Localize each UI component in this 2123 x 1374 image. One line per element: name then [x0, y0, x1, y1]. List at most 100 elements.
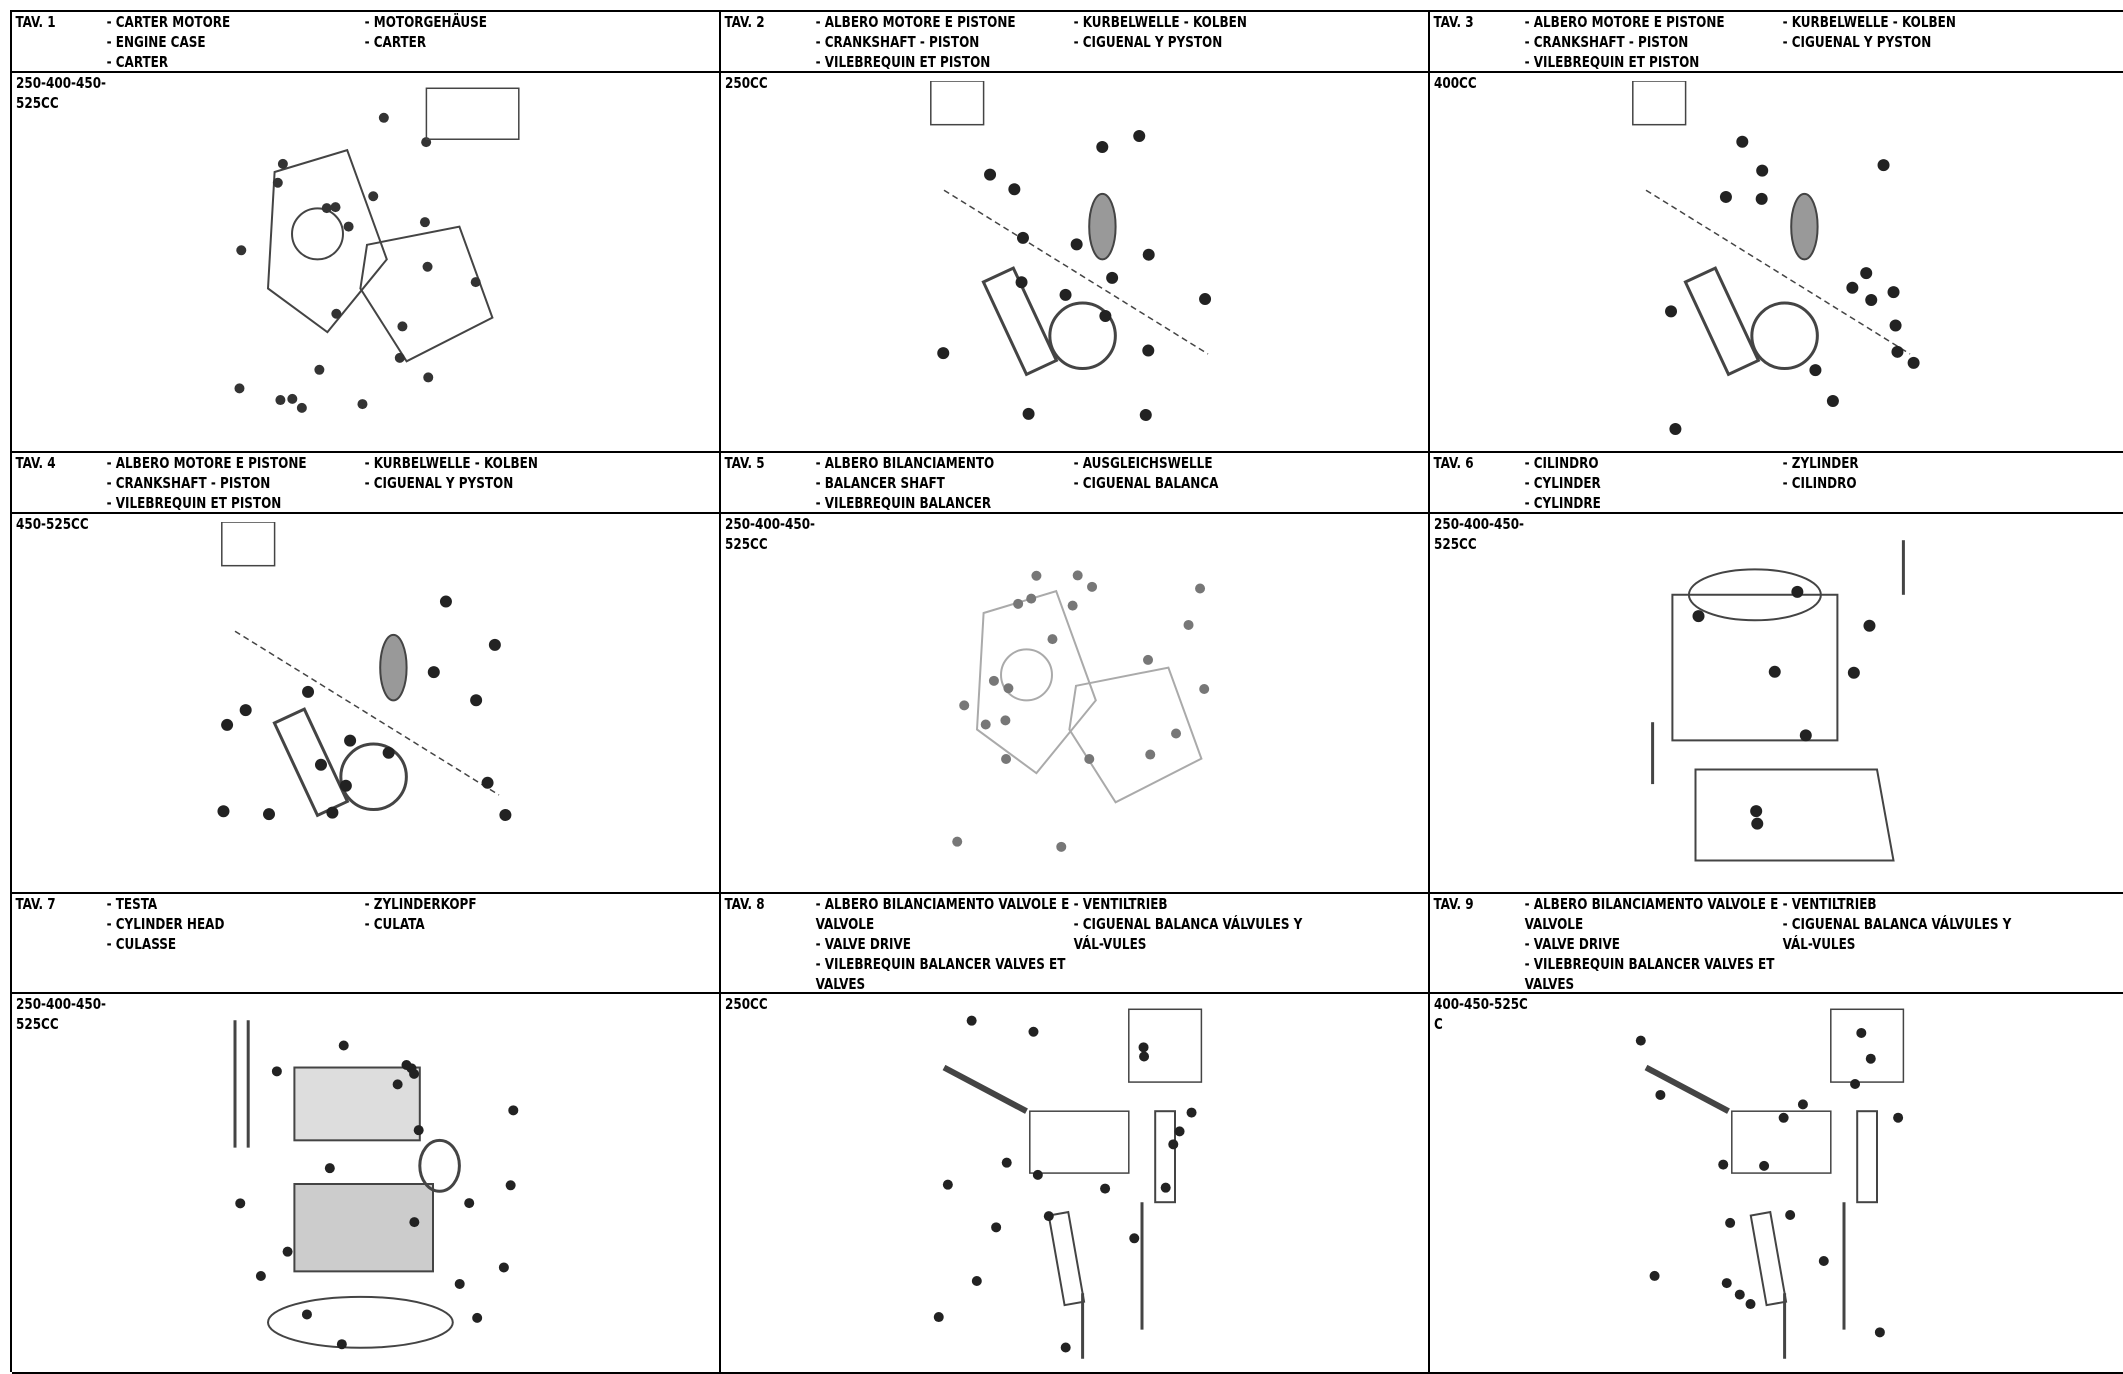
callout-dot	[1183, 619, 1194, 630]
callout-dot	[1778, 1112, 1789, 1123]
case-half-right	[358, 225, 494, 363]
callout-dot	[1072, 570, 1083, 581]
callout-dot	[1864, 293, 1877, 306]
callout-dot	[1002, 683, 1013, 694]
title-line: - CIGUENAL Y PYSTON	[1782, 33, 1932, 51]
callout-dot	[933, 1312, 944, 1323]
title-line: - CIGUENAL BALANCA VÁLVULES Y VÁL-VULES	[1073, 915, 1303, 953]
crank-web	[1749, 301, 1819, 371]
title-line: - ZYLINDERKOPF	[364, 895, 477, 913]
callout-dot	[1128, 1233, 1139, 1244]
callout-dot	[1874, 1327, 1885, 1338]
callout-dot	[1032, 1169, 1043, 1180]
callout-dot	[413, 1125, 424, 1136]
cylinder-exploded-view	[1613, 522, 1943, 886]
callout-dot	[324, 1163, 335, 1174]
callout-dot	[1649, 1270, 1660, 1281]
callout-dot	[234, 1198, 245, 1209]
balancer-shaft-exploded-view	[911, 522, 1241, 886]
callout-dot	[1000, 754, 1011, 765]
panel-body: 250-400-450-525CC	[12, 73, 721, 453]
displacement-label: 400CC	[1434, 74, 1477, 92]
callout-dot	[439, 595, 452, 608]
title-line: - ZYLINDER	[1782, 454, 1859, 472]
panel-body: 250CC	[721, 73, 1430, 453]
callout-dot	[314, 758, 327, 771]
callout-dot	[951, 836, 962, 847]
title-column-de-es: - KURBELWELLE - KOLBEN - CIGUENAL Y PYSTO…	[1074, 12, 1336, 52]
callout-dot	[427, 666, 440, 679]
callout-dot	[1022, 407, 1035, 420]
callout-dot	[1845, 281, 1858, 294]
callout-dot	[1015, 276, 1028, 289]
valve-cover	[292, 1066, 421, 1142]
title-line: - CULATA	[364, 915, 425, 933]
rocker-box	[1829, 1008, 1904, 1083]
callout-dot	[498, 1262, 509, 1273]
callout-dot	[394, 352, 405, 363]
callout-dot	[235, 245, 246, 256]
callout-dot	[983, 168, 996, 181]
callout-dot	[1144, 749, 1155, 760]
callout-dot	[239, 704, 252, 717]
assembly-axis	[1645, 189, 1910, 355]
table-number: TAV. 3	[1433, 13, 1474, 31]
valve-spring	[1855, 1110, 1878, 1204]
title-line: - KURBELWELLE - KOLBEN	[1782, 13, 1956, 31]
panel-header: TAV. 9 - ALBERO BILANCIAMENTO VALVOLE E V…	[1430, 894, 2123, 994]
callout-dot	[1007, 183, 1020, 196]
panel-body: 250-400-450-525CC	[1430, 514, 2123, 894]
assembly-axis	[943, 189, 1208, 355]
title-column-de-es: - MOTORGEHÄUSE - CARTER	[365, 12, 627, 52]
title-line: - VALVE DRIVE	[815, 935, 911, 953]
title-column-it-en-fr: - ALBERO MOTORE E PISTONE - CRANKSHAFT - …	[107, 453, 369, 513]
callout-dot	[321, 203, 332, 214]
title-line: - CARTER	[364, 33, 427, 51]
panel-header-text: TAV. 3 - ALBERO MOTORE E PISTONE - CRANKSH…	[1430, 12, 2123, 73]
callout-dot	[1847, 666, 1860, 679]
callout-dot	[1016, 231, 1029, 244]
callout-dot	[277, 158, 288, 169]
valve-drive-exploded-view	[911, 1002, 1241, 1366]
cam-box	[1028, 1110, 1130, 1174]
valve-spring	[1153, 1110, 1176, 1204]
callout-dot	[1027, 1026, 1038, 1037]
callout-dot	[382, 746, 395, 759]
callout-dot	[1755, 164, 1768, 177]
panel-header: TAV. 6 - CILINDRO - CYLINDER - CYLINDRE - ZY…	[1430, 453, 2123, 514]
callout-dot	[1025, 593, 1036, 604]
callout-dot	[338, 1040, 349, 1051]
panel-body: 400CC	[1430, 73, 2123, 453]
callout-dot	[1849, 1079, 1860, 1090]
callout-dot	[233, 383, 244, 394]
intake-boot	[417, 1138, 461, 1193]
title-line: - CARTER MOTORE	[106, 13, 231, 31]
callout-dot	[325, 806, 338, 819]
callout-dot	[1818, 1256, 1829, 1267]
title-line: - AUSGLEICHSWELLE	[1073, 454, 1213, 472]
callout-dot	[1012, 598, 1023, 609]
callout-dot	[1745, 1299, 1756, 1310]
crank-web	[338, 742, 408, 812]
callout-dot	[1654, 1089, 1665, 1100]
callout-dot	[1724, 1217, 1735, 1228]
callout-dot	[999, 715, 1010, 726]
bearing-bore	[290, 207, 344, 261]
callout-dot	[330, 202, 341, 213]
callout-dot	[220, 718, 233, 731]
callout-dot	[255, 1270, 266, 1281]
callout-dot	[272, 177, 283, 188]
callout-dot	[1138, 1051, 1149, 1062]
panel-header: TAV. 7 - TESTA - CYLINDER HEAD - CULASSE - Z…	[12, 894, 721, 994]
title-line: - CRANKSHAFT - PISTON	[815, 33, 980, 51]
table-number: TAV. 7	[15, 895, 56, 913]
callout-dot	[1030, 570, 1041, 581]
callout-dot	[1862, 619, 1875, 632]
callout-dot	[1098, 310, 1111, 323]
title-line: - MOTORGEHÄUSE	[364, 13, 488, 31]
panel-header-text: TAV. 8 - ALBERO BILANCIAMENTO VALVOLE E V…	[721, 894, 1430, 994]
callout-dot	[1186, 1107, 1197, 1118]
callout-dot	[1790, 585, 1803, 598]
table-number: TAV. 9	[1433, 895, 1474, 913]
